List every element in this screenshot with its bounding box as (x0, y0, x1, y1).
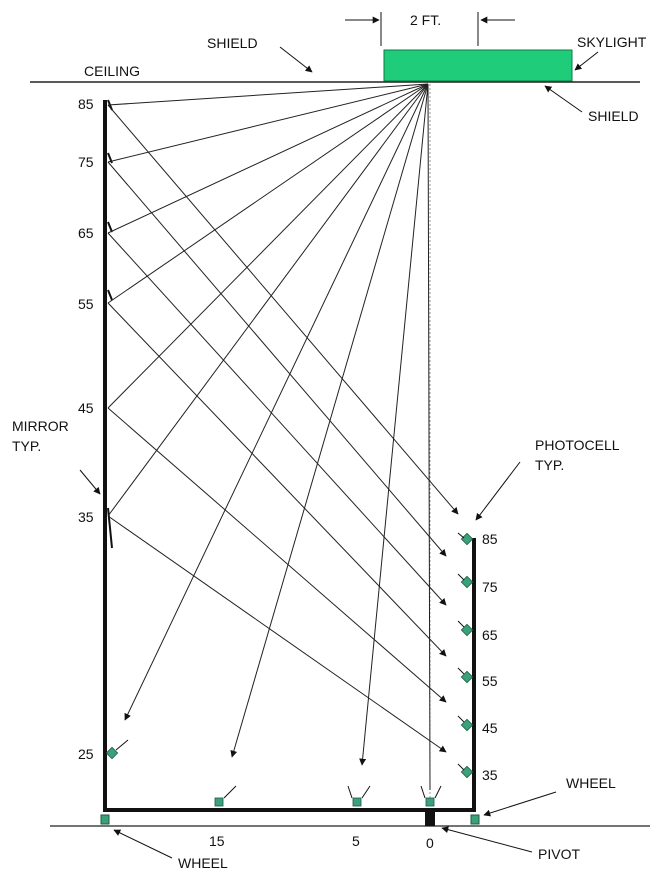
svg-text:75: 75 (482, 579, 498, 595)
mirror-label-line1: MIRROR (12, 418, 69, 434)
photocell-shields (115, 532, 465, 799)
wheel-left (100, 814, 110, 825)
photocell-angle-labels: 85 75 65 55 45 35 (482, 531, 498, 783)
svg-text:85: 85 (482, 531, 498, 547)
svg-text:75: 75 (78, 154, 94, 170)
mirror-angle-labels: 85 75 65 55 45 35 25 (78, 96, 94, 762)
photocell-label-line2: TYP. (535, 457, 564, 473)
skylight-arrow (574, 51, 599, 71)
ceiling-label: CEILING (84, 63, 140, 79)
photocell-arrow (475, 461, 521, 521)
shield-left-label: SHIELD (207, 35, 258, 51)
svg-text:0: 0 (426, 835, 434, 851)
wheel-bottom-label: WHEEL (178, 855, 228, 871)
svg-text:45: 45 (78, 400, 94, 416)
wheel-right-label: WHEEL (566, 775, 616, 791)
pivot-post (425, 812, 435, 826)
svg-text:55: 55 (482, 673, 498, 689)
pivot-arrow (441, 826, 533, 853)
svg-text:35: 35 (482, 767, 498, 783)
mirror-arrow (79, 469, 101, 495)
shield-right-label: SHIELD (588, 108, 639, 124)
width-label: 2 FT. (410, 12, 441, 28)
svg-text:55: 55 (78, 296, 94, 312)
photocell-label-line1: PHOTOCELL (535, 437, 620, 453)
incoming-rays (107, 83, 429, 517)
wheel-bottom-arrow (113, 829, 173, 859)
tracker-frame (103, 100, 476, 826)
svg-text:65: 65 (78, 225, 94, 241)
svg-text:45: 45 (482, 720, 498, 736)
direct-rays (124, 83, 431, 791)
skylight (383, 49, 573, 82)
svg-text:5: 5 (352, 833, 360, 849)
skylight-label: SKYLIGHT (577, 34, 647, 50)
shield-left-arrow (279, 46, 313, 73)
mirror-label-line2: TYP. (12, 438, 41, 454)
svg-text:85: 85 (78, 96, 94, 112)
wheel-right-arrow (483, 791, 557, 817)
svg-text:15: 15 (209, 833, 225, 849)
svg-text:35: 35 (78, 509, 94, 525)
width-dimension: 2 FT. (345, 12, 515, 46)
photocells (105, 532, 474, 807)
pivot-label: PIVOT (538, 846, 580, 862)
reflected-rays (107, 104, 459, 753)
svg-text:25: 25 (78, 746, 94, 762)
mirrors (105, 99, 113, 549)
shield-right-arrow (544, 85, 583, 113)
wheel-right (470, 814, 480, 825)
base-angle-labels: 15 5 0 (209, 833, 434, 851)
svg-text:65: 65 (482, 627, 498, 643)
